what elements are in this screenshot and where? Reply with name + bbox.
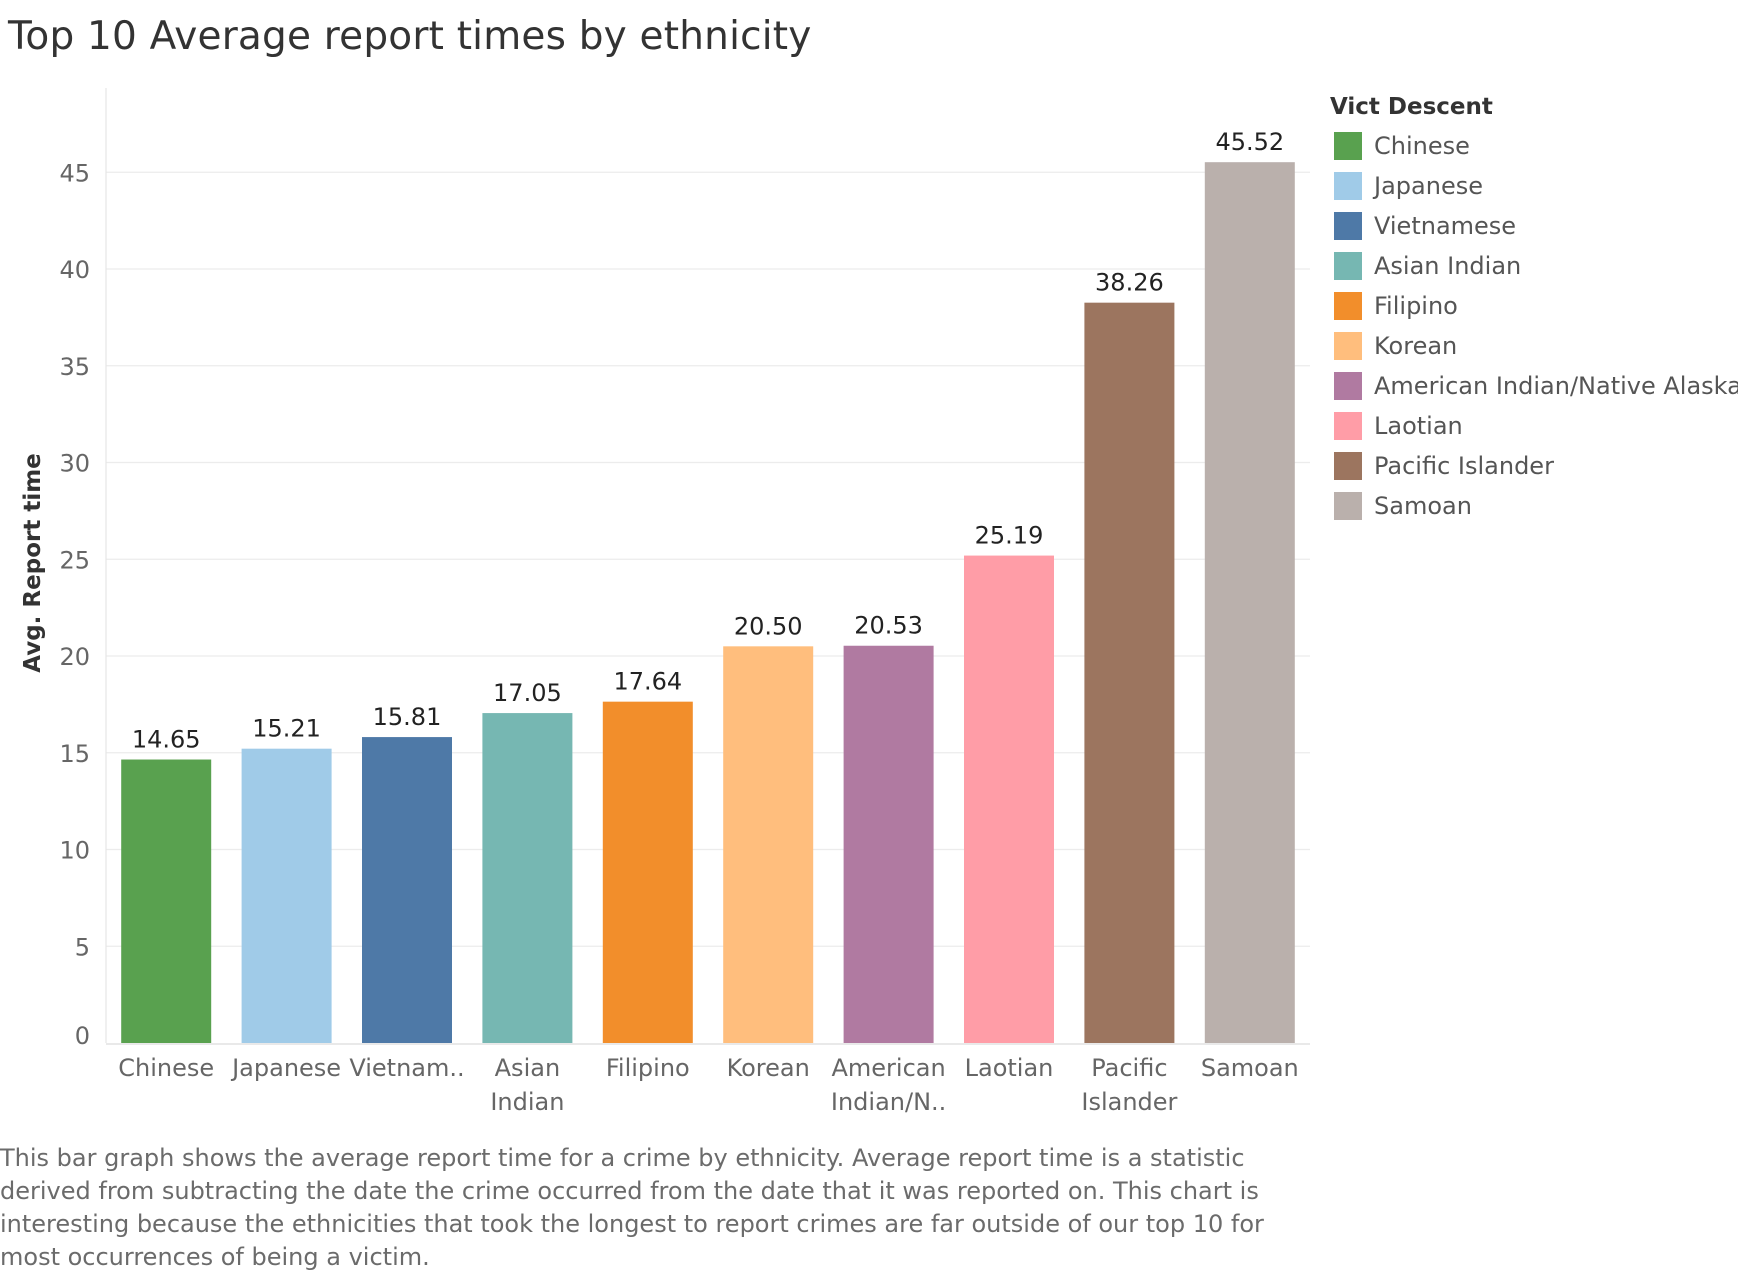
axes bbox=[105, 88, 1310, 1045]
x-tick-label: Vietnam.. bbox=[349, 1054, 464, 1082]
bar-vietnamese[interactable] bbox=[362, 737, 452, 1043]
legend-swatch bbox=[1334, 132, 1362, 160]
data-label: 20.53 bbox=[854, 612, 923, 640]
bar-japanese[interactable] bbox=[241, 748, 332, 1043]
data-labels: 14.65 15.21 15.81 17.05 17.64 20.50 20.53 25.19… bbox=[132, 128, 1284, 753]
bar-chart: 14.65 15.21 15.81 17.05 17.64 20.50 20.53 25.19… bbox=[20, 88, 1310, 1116]
bar-laotian[interactable] bbox=[964, 555, 1054, 1043]
legend-item[interactable]: Asian Indian bbox=[1330, 246, 1730, 286]
data-label: 45.52 bbox=[1215, 128, 1284, 156]
bar-pacific-islander[interactable] bbox=[1084, 302, 1175, 1043]
x-tick-label: Japanese bbox=[230, 1054, 341, 1082]
bar-american-indian-native-alaskan[interactable] bbox=[843, 645, 934, 1043]
legend-items: Chinese Japanese Vietnamese Asian Indian Fil… bbox=[1330, 126, 1738, 526]
legend-label: Japanese bbox=[1374, 172, 1483, 200]
legend-item[interactable]: Laotian bbox=[1330, 406, 1730, 446]
legend-swatch bbox=[1334, 332, 1362, 360]
x-tick-label: Pacific Islander bbox=[1081, 1054, 1177, 1116]
data-label: 15.81 bbox=[373, 703, 442, 731]
legend-item[interactable]: Chinese bbox=[1330, 126, 1730, 166]
data-label: 20.50 bbox=[734, 612, 803, 640]
bar-filipino[interactable] bbox=[602, 701, 693, 1043]
data-label: 17.05 bbox=[493, 679, 562, 707]
legend-swatch bbox=[1334, 412, 1362, 440]
legend-label: Laotian bbox=[1374, 412, 1463, 440]
legend-item[interactable]: Samoan bbox=[1330, 486, 1730, 526]
bar-asian-indian[interactable] bbox=[482, 713, 573, 1043]
legend-label: Samoan bbox=[1374, 492, 1472, 520]
legend-label: Chinese bbox=[1374, 132, 1470, 160]
x-tick-labels: Chinese Japanese Vietnam.. Asian Indian Filip… bbox=[118, 1054, 1299, 1116]
legend-swatch bbox=[1334, 212, 1362, 240]
chart-title: Top 10 Average report times by ethnicity bbox=[8, 14, 812, 59]
x-tick-label: Samoan bbox=[1201, 1054, 1299, 1082]
y-axis-title: Avg. Report time bbox=[20, 453, 46, 673]
x-tick-label: Asian Indian bbox=[490, 1054, 564, 1116]
legend-swatch bbox=[1334, 252, 1362, 280]
legend-label: Pacific Islander bbox=[1374, 452, 1554, 480]
y-tick-label: 0 bbox=[75, 1022, 90, 1050]
legend-item[interactable]: Filipino bbox=[1330, 286, 1730, 326]
data-label: 25.19 bbox=[975, 522, 1044, 550]
legend-item[interactable]: Korean bbox=[1330, 326, 1730, 366]
chart-caption: This bar graph shows the average report … bbox=[0, 1144, 1264, 1271]
legend: Vict Descent Chinese Japanese Vietnamese As… bbox=[1330, 94, 1738, 526]
legend-swatch bbox=[1334, 492, 1362, 520]
x-tick-label: American Indian/N.. bbox=[831, 1054, 946, 1116]
data-label: 15.21 bbox=[252, 715, 321, 743]
y-tick-label: 25 bbox=[59, 546, 90, 574]
x-tick-label: Chinese bbox=[118, 1054, 214, 1082]
bar-samoan[interactable] bbox=[1204, 162, 1295, 1044]
y-tick-label: 5 bbox=[75, 933, 90, 961]
data-label: 38.26 bbox=[1095, 269, 1164, 297]
y-tick-label: 30 bbox=[59, 450, 90, 478]
legend-swatch bbox=[1334, 452, 1362, 480]
legend-title: Vict Descent bbox=[1330, 94, 1493, 120]
legend-swatch bbox=[1334, 172, 1362, 200]
legend-item[interactable]: Vietnamese bbox=[1330, 206, 1730, 246]
y-tick-label: 35 bbox=[59, 353, 90, 381]
y-tick-label: 45 bbox=[59, 159, 90, 187]
legend-swatch bbox=[1334, 292, 1362, 320]
bar-chinese[interactable] bbox=[121, 759, 212, 1043]
x-tick-label: Filipino bbox=[606, 1054, 690, 1082]
x-tick-label: Korean bbox=[727, 1054, 810, 1082]
legend-label: Asian Indian bbox=[1374, 252, 1522, 280]
legend-item[interactable]: Japanese bbox=[1330, 166, 1730, 206]
y-tick-label: 10 bbox=[59, 837, 90, 865]
y-tick-labels: 0 5 10 15 20 25 30 35 40 45 bbox=[59, 159, 90, 1050]
legend-label: Vietnamese bbox=[1374, 212, 1517, 240]
y-tick-label: 20 bbox=[59, 643, 90, 671]
y-tick-label: 40 bbox=[59, 256, 90, 284]
bars bbox=[121, 162, 1295, 1044]
data-label: 14.65 bbox=[132, 726, 201, 754]
legend-label: Korean bbox=[1374, 332, 1458, 360]
legend-item[interactable]: American Indian/Native Alaskan bbox=[1330, 366, 1738, 406]
legend-item[interactable]: Pacific Islander bbox=[1330, 446, 1730, 486]
x-tick-label: Laotian bbox=[965, 1054, 1054, 1082]
y-tick-label: 15 bbox=[59, 740, 90, 768]
legend-label: American Indian/Native Alaskan bbox=[1374, 372, 1738, 400]
bar-korean[interactable] bbox=[723, 646, 814, 1043]
legend-label: Filipino bbox=[1374, 292, 1458, 320]
legend-swatch bbox=[1334, 372, 1362, 400]
data-label: 17.64 bbox=[613, 668, 682, 696]
